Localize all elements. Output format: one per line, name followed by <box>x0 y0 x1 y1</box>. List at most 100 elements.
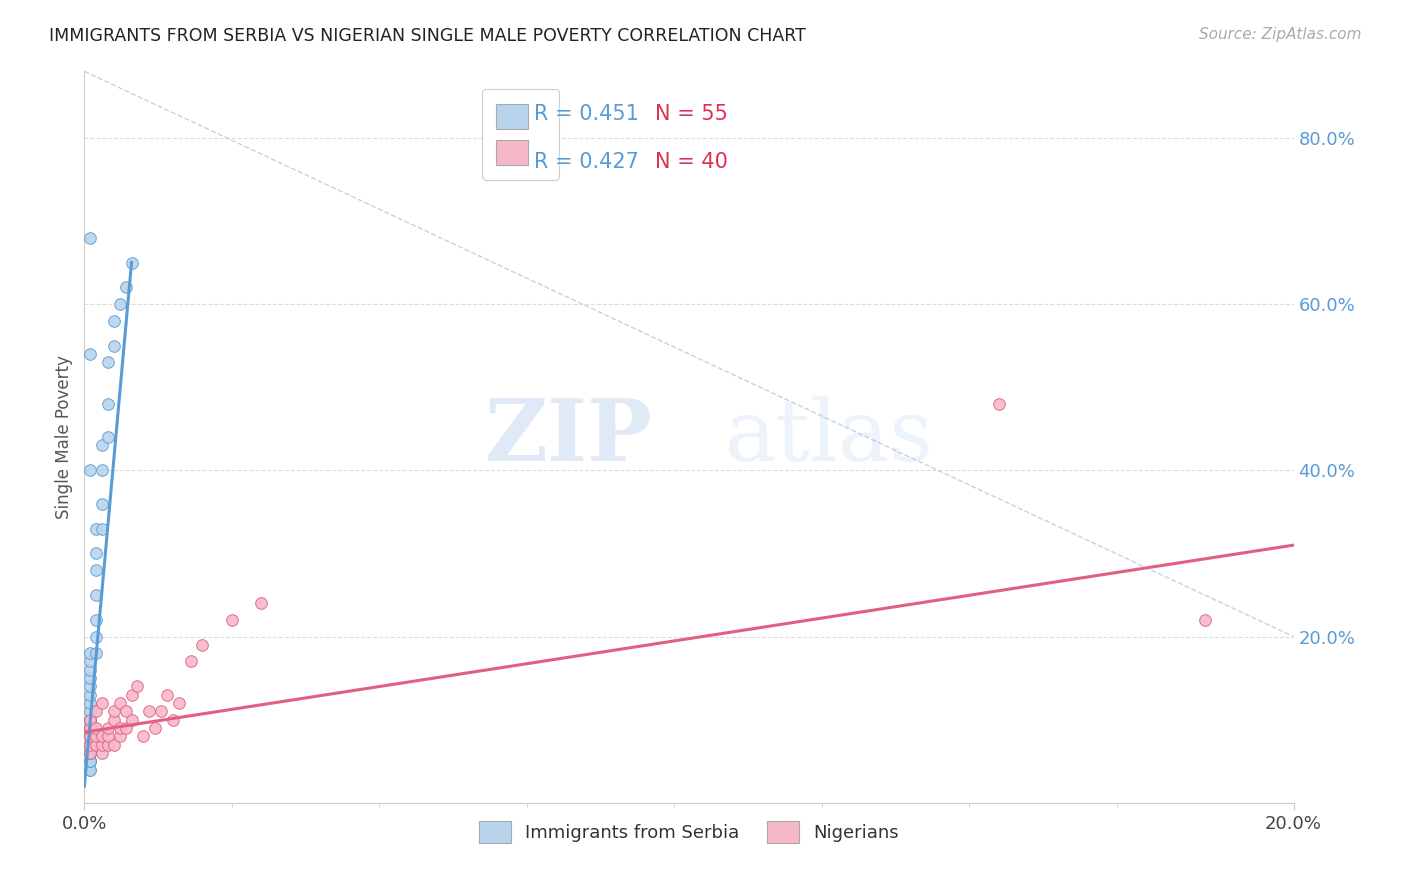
Point <box>79 763 101 777</box>
Point <box>79 746 101 760</box>
Point <box>114 721 136 735</box>
Point <box>79 721 101 735</box>
Point <box>79 738 101 752</box>
Point <box>91 521 114 535</box>
Point <box>84 729 107 743</box>
Point <box>108 696 131 710</box>
Point <box>103 713 125 727</box>
Point <box>79 754 101 768</box>
Point <box>987 397 1010 411</box>
Point <box>79 347 101 361</box>
Point <box>79 729 101 743</box>
Point <box>79 729 101 743</box>
Text: ZIP: ZIP <box>485 395 652 479</box>
Point <box>79 754 101 768</box>
Point <box>79 680 101 694</box>
Point <box>79 754 101 768</box>
Point <box>103 338 125 352</box>
Point <box>97 397 120 411</box>
Point <box>79 721 101 735</box>
Point <box>97 721 120 735</box>
Point <box>91 438 114 452</box>
Point <box>150 705 173 719</box>
Text: N = 55: N = 55 <box>655 104 728 124</box>
Point <box>79 663 101 677</box>
Point <box>91 463 114 477</box>
Point <box>79 713 101 727</box>
Point <box>79 646 101 660</box>
Point <box>79 729 101 743</box>
Point <box>91 729 114 743</box>
Point <box>121 713 143 727</box>
Text: IMMIGRANTS FROM SERBIA VS NIGERIAN SINGLE MALE POVERTY CORRELATION CHART: IMMIGRANTS FROM SERBIA VS NIGERIAN SINGL… <box>49 27 806 45</box>
Point <box>79 705 101 719</box>
Point <box>180 655 202 669</box>
Point <box>1194 613 1216 627</box>
Point <box>97 430 120 444</box>
Point <box>79 763 101 777</box>
Text: atlas: atlas <box>725 395 935 479</box>
Point <box>103 705 125 719</box>
Point <box>138 705 160 719</box>
Point <box>79 713 101 727</box>
Point <box>91 497 114 511</box>
Point <box>108 297 131 311</box>
Point <box>79 713 101 727</box>
Point <box>121 688 143 702</box>
Point <box>79 754 101 768</box>
Point <box>79 738 101 752</box>
Point <box>79 463 101 477</box>
Point <box>156 688 179 702</box>
Point <box>103 738 125 752</box>
Text: N = 40: N = 40 <box>655 152 728 172</box>
Point <box>97 355 120 369</box>
Point <box>91 746 114 760</box>
Point <box>250 596 273 610</box>
Point <box>79 746 101 760</box>
Point <box>132 729 155 743</box>
Point <box>221 613 243 627</box>
Point <box>167 696 190 710</box>
Point <box>84 738 107 752</box>
Point <box>191 638 214 652</box>
Point <box>91 696 114 710</box>
Point <box>84 630 107 644</box>
Text: Source: ZipAtlas.com: Source: ZipAtlas.com <box>1198 27 1361 42</box>
Point <box>84 563 107 577</box>
Point <box>79 729 101 743</box>
Text: R = 0.427: R = 0.427 <box>534 152 640 172</box>
Point <box>84 521 107 535</box>
Point <box>84 646 107 660</box>
Point <box>114 280 136 294</box>
Point <box>79 738 101 752</box>
Point <box>84 613 107 627</box>
Text: R = 0.451: R = 0.451 <box>534 104 640 124</box>
Point <box>79 754 101 768</box>
Point <box>108 729 131 743</box>
Point <box>143 721 166 735</box>
Point <box>79 713 101 727</box>
Point <box>79 746 101 760</box>
Point <box>79 738 101 752</box>
Point <box>103 314 125 328</box>
Legend: Immigrants from Serbia, Nigerians: Immigrants from Serbia, Nigerians <box>470 813 908 852</box>
Point <box>79 655 101 669</box>
Point <box>108 721 131 735</box>
Point <box>79 746 101 760</box>
Point <box>84 705 107 719</box>
Point <box>97 738 120 752</box>
Point <box>162 713 184 727</box>
Point <box>84 588 107 602</box>
Point <box>114 705 136 719</box>
Point <box>84 721 107 735</box>
Point <box>97 729 120 743</box>
Point <box>127 680 149 694</box>
Point <box>79 696 101 710</box>
Point <box>79 688 101 702</box>
Point <box>79 230 101 244</box>
Point <box>79 671 101 685</box>
Point <box>91 738 114 752</box>
Point <box>79 738 101 752</box>
Point <box>79 746 101 760</box>
Point <box>121 255 143 269</box>
